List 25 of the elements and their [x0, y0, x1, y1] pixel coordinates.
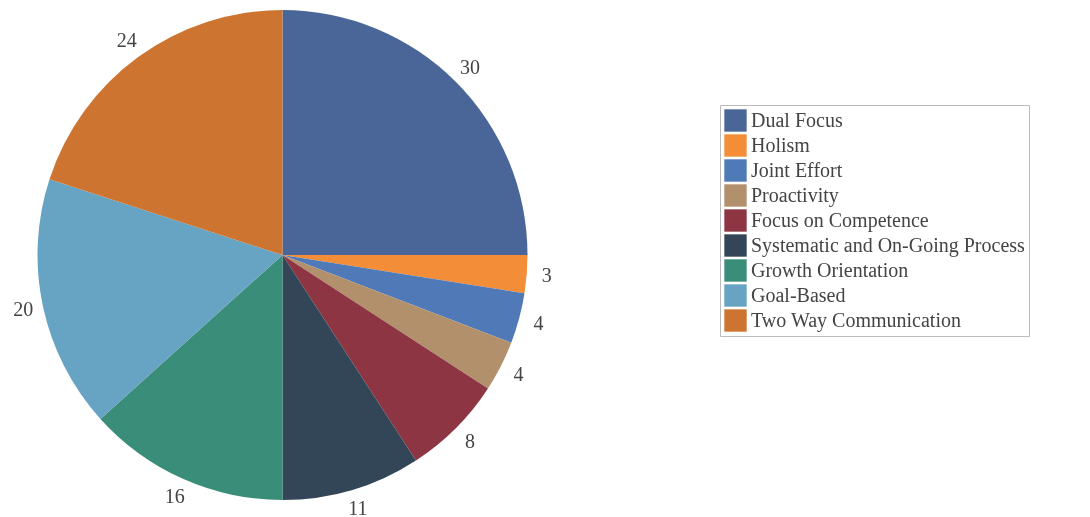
- pie-slice: [37, 179, 283, 419]
- data-label: 20: [13, 298, 34, 321]
- legend-label: Goal-Based: [751, 283, 846, 306]
- legend-label: Two Way Communication: [751, 308, 961, 332]
- legend-label: Focus on Competence: [751, 208, 929, 232]
- pie-slice: [282, 255, 416, 500]
- data-label: 8: [464, 430, 475, 453]
- data-label: 16: [164, 485, 185, 508]
- pie-slice: [282, 255, 512, 389]
- legend-label: Systematic and On-Going Process: [751, 233, 1026, 257]
- data-label: 4: [533, 311, 544, 334]
- pie-slice: [49, 10, 283, 255]
- data-label: 4: [513, 363, 524, 386]
- legend-label: Growth Orientation: [751, 258, 909, 281]
- data-label: 30: [459, 55, 480, 78]
- legend-label: Proactivity: [751, 183, 839, 207]
- legend-label: Holism: [751, 133, 811, 156]
- legend-label: Dual Focus: [751, 108, 843, 131]
- legend-label: Joint Effort: [751, 158, 843, 181]
- pie-slice: [282, 10, 528, 255]
- data-label: 11: [348, 497, 368, 517]
- pie-slice: [282, 255, 488, 461]
- data-label: 3: [541, 263, 552, 286]
- data-label: 24: [116, 28, 137, 51]
- pie-slice: [282, 255, 525, 343]
